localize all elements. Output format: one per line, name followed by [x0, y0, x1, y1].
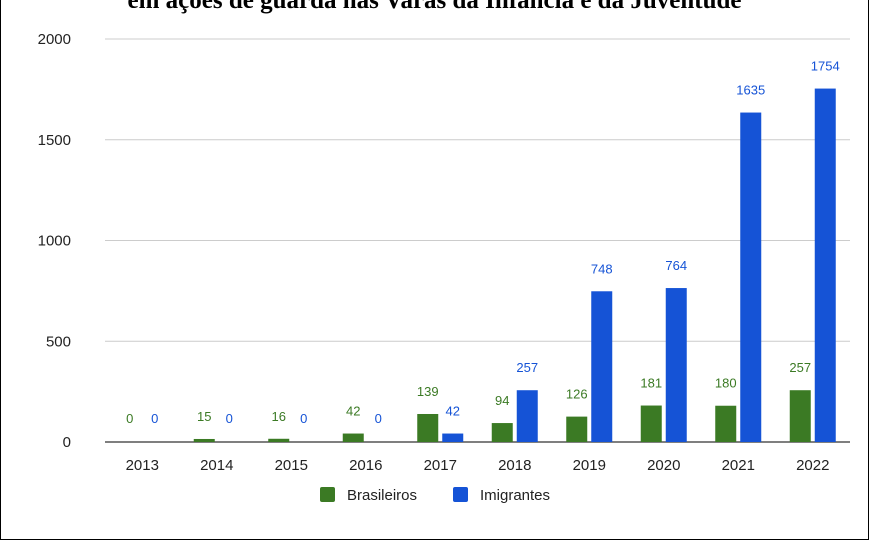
data-label-brasileiros-2019: 126 — [566, 387, 588, 402]
grid-lines — [105, 38, 850, 443]
legend-label-imigrantes: Imigrantes — [480, 487, 550, 504]
bar-brasileiros-2016 — [342, 433, 364, 442]
legend-swatch-brasileiros — [320, 487, 335, 502]
bar-imigrantes-2018 — [516, 390, 538, 442]
x-tick-label-2014: 2014 — [200, 457, 233, 474]
data-label-imigrantes-2018: 257 — [516, 360, 538, 375]
y-tick-label-0: 0 — [63, 434, 71, 451]
bar-brasileiros-2021 — [715, 405, 737, 442]
data-label-brasileiros-2022: 257 — [789, 360, 811, 375]
x-tick-label-2018: 2018 — [498, 457, 531, 474]
data-label-imigrantes-2015: 0 — [300, 411, 307, 426]
bar-imigrantes-2017 — [442, 433, 464, 442]
legend: Brasileiros Imigrantes — [320, 487, 550, 504]
x-tick-label-2013: 2013 — [126, 457, 159, 474]
y-tick-label-500: 500 — [46, 333, 71, 350]
bar-brasileiros-2015 — [268, 438, 290, 442]
chart-title: em ações de guarda nas Varas da Infância… — [127, 0, 742, 14]
legend-label-brasileiros: Brasileiros — [347, 487, 417, 504]
data-label-brasileiros-2015: 16 — [272, 409, 286, 424]
y-tick-label-1000: 1000 — [38, 233, 71, 250]
y-tick-labels: 0 500 1000 1500 2000 — [38, 31, 71, 451]
data-label-imigrantes-2019: 748 — [591, 261, 613, 276]
x-tick-label-2020: 2020 — [647, 457, 680, 474]
bar-brasileiros-2017 — [417, 413, 439, 442]
x-tick-label-2022: 2022 — [796, 457, 829, 474]
bar-brasileiros-2022 — [789, 390, 811, 442]
data-label-brasileiros-2018: 94 — [495, 393, 509, 408]
bar-brasileiros-2018 — [491, 423, 513, 442]
data-label-brasileiros-2020: 181 — [640, 376, 662, 391]
bar-brasileiros-2019 — [566, 416, 588, 442]
data-label-brasileiros-2016: 42 — [346, 404, 360, 419]
bar-imigrantes-2019 — [591, 291, 613, 442]
bars — [193, 88, 836, 443]
x-tick-label-2021: 2021 — [722, 457, 755, 474]
x-tick-label-2016: 2016 — [349, 457, 382, 474]
x-tick-label-2019: 2019 — [573, 457, 606, 474]
data-label-brasileiros-2021: 180 — [715, 376, 737, 391]
x-tick-label-2017: 2017 — [424, 457, 457, 474]
data-label-brasileiros-2013: 0 — [126, 411, 133, 426]
bar-imigrantes-2021 — [740, 112, 762, 443]
data-label-imigrantes-2020: 764 — [665, 258, 687, 273]
data-label-imigrantes-2014: 0 — [226, 411, 233, 426]
data-label-imigrantes-2022: 1754 — [811, 59, 840, 74]
data-label-imigrantes-2013: 0 — [151, 411, 158, 426]
x-tick-labels: 2013 2014 2015 2016 2017 2018 2019 2020 2021 2022 — [126, 457, 830, 474]
bar-imigrantes-2020 — [665, 288, 687, 442]
y-tick-label-2000: 2000 — [38, 31, 71, 48]
y-tick-label-1500: 1500 — [38, 132, 71, 149]
data-label-brasileiros-2014: 15 — [197, 409, 211, 424]
data-label-imigrantes-2021: 1635 — [736, 83, 765, 98]
data-label-imigrantes-2017: 42 — [446, 404, 460, 419]
legend-swatch-imigrantes — [453, 487, 468, 502]
bar-imigrantes-2022 — [814, 88, 836, 442]
x-tick-label-2015: 2015 — [275, 457, 308, 474]
data-label-imigrantes-2016: 0 — [375, 411, 382, 426]
bar-brasileiros-2014 — [193, 438, 215, 442]
data-label-brasileiros-2017: 139 — [417, 384, 439, 399]
data-labels: 0 0 15 0 16 0 42 0 139 42 94 257 126 748 181 764 180 1635… — [126, 59, 840, 426]
bar-brasileiros-2020 — [640, 405, 662, 442]
